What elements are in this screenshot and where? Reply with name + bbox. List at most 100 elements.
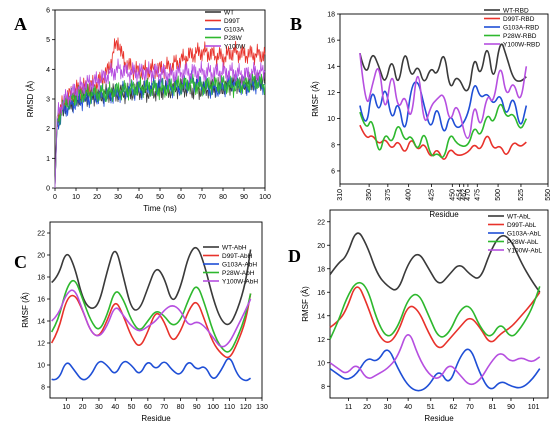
y-tick-label: 14: [37, 319, 45, 326]
y-tick-label: 18: [317, 266, 325, 273]
panel-letter: B: [290, 14, 302, 34]
y-tick-label: 2: [46, 126, 50, 133]
x-tick-label: 20: [79, 404, 87, 411]
axes-frame: [339, 13, 549, 185]
x-tick-label: 30: [95, 404, 103, 411]
series-line-wt-rbd: [359, 43, 527, 92]
series-line-d99t-rbd: [359, 124, 527, 160]
legend-label: WT-AbH: [222, 244, 247, 251]
legend-label: WT-AbL: [507, 213, 531, 220]
x-tick-label: 70: [466, 404, 474, 411]
x-tick-label: 60: [144, 404, 152, 411]
x-tick-label: 550: [545, 189, 550, 201]
legend-label: P28W-RBD: [503, 33, 537, 40]
series-line-wt-abh: [51, 246, 252, 326]
y-tick-label: 1: [46, 156, 50, 163]
panel-b: B 6 8 10 12 14 16 18 310 350 375 400 425 450 454462470…: [290, 7, 550, 219]
series-line-p28w-abh: [50, 279, 252, 353]
y-axis-title: RMSD (Å): [26, 80, 35, 117]
x-tick-label: 120: [240, 404, 252, 411]
y-tick-label: 22: [37, 231, 45, 238]
y-tick-label: 4: [46, 67, 50, 74]
y-tick-label: 20: [37, 253, 45, 260]
series-line-y100w: [54, 58, 266, 189]
legend-label: WT: [224, 9, 234, 16]
x-tick-label: 40: [111, 404, 119, 411]
series-line-g103a-abh: [51, 357, 252, 382]
x-tick-label: 60: [177, 194, 185, 201]
x-tick-label: 90: [193, 404, 201, 411]
series-line-d99t-abh: [50, 293, 252, 359]
x-tick-label: 525: [518, 189, 525, 201]
x-tick-label: 310: [337, 189, 344, 201]
legend-label: D99T-AbL: [507, 222, 537, 229]
y-tick-label: 10: [327, 116, 335, 123]
y-tick-label: 22: [317, 219, 325, 226]
x-tick-label: 454: [457, 189, 464, 201]
x-tick-label: 350: [366, 189, 373, 201]
y-axis-title: RMSF (Å): [301, 286, 310, 322]
x-tick-label: 81: [489, 404, 497, 411]
x-tick-label: 70: [198, 194, 206, 201]
x-tick-label: 51: [427, 404, 435, 411]
y-tick-label: 0: [46, 186, 50, 193]
x-tick-label: 90: [507, 404, 515, 411]
x-tick-label: 400: [406, 189, 413, 201]
y-axis-title: RMSF (Å): [21, 292, 30, 328]
x-tick-label: 11: [345, 404, 352, 411]
axes-frame: [329, 209, 549, 399]
y-tick-label: 6: [46, 8, 50, 15]
legend-label: WT-RBD: [503, 7, 529, 14]
x-tick-label: 425: [429, 189, 436, 201]
x-tick-label: 475: [474, 189, 481, 201]
x-tick-label: 462: [461, 189, 468, 201]
x-tick-label: 50: [128, 404, 136, 411]
y-tick-label: 16: [327, 38, 335, 45]
series-line-wt-abl: [329, 232, 541, 293]
y-tick-label: 12: [317, 337, 325, 344]
x-tick-label: 62: [449, 404, 457, 411]
x-tick-label: 101: [528, 404, 540, 411]
y-tick-label: 12: [37, 341, 45, 348]
y-tick-label: 8: [331, 142, 335, 149]
x-axis-title: Residue: [141, 414, 171, 423]
x-tick-label: 80: [177, 404, 185, 411]
x-tick-label: 20: [93, 194, 101, 201]
x-tick-label: 20: [363, 404, 371, 411]
legend-label: Y100W: [224, 43, 246, 50]
y-tick-label: 14: [317, 313, 325, 320]
x-tick-label: 40: [135, 194, 143, 201]
axes-frame: [49, 221, 263, 399]
panel-letter: A: [14, 14, 27, 34]
series-line-y100w-abl: [329, 334, 541, 386]
x-tick-label: 30: [384, 404, 392, 411]
x-tick-label: 100: [207, 404, 219, 411]
y-tick-label: 8: [41, 385, 45, 392]
legend-label: P28W-AbL: [507, 239, 539, 246]
legend-label: D99T: [224, 18, 240, 25]
series-line-p28w-rbd: [359, 103, 528, 159]
x-tick-label: 0: [53, 194, 57, 201]
series-line-d99t: [54, 37, 266, 189]
x-tick-label: 10: [72, 194, 80, 201]
panel-d: D 8 10 12 14 16 18 20 22 11 20 30 40 51 62 70 81 90 101 Res…: [288, 209, 549, 423]
x-axis-title: Residue: [424, 414, 454, 423]
series-line-g103a-rbd: [359, 81, 528, 132]
panel-c: C 8 10 12 14 16 18 20 22 10 20 30 40 50 60 70 80 90 100 110…: [14, 221, 268, 423]
y-tick-label: 10: [317, 360, 325, 367]
series-line-p28w: [54, 70, 266, 189]
legend-label: G103A-AbH: [222, 261, 257, 268]
x-tick-label: 470: [465, 189, 472, 201]
x-tick-label: 10: [62, 404, 70, 411]
legend-label: Y100W-AbL: [507, 247, 542, 254]
x-axis-title: Time (ns): [143, 204, 177, 213]
legend-label: G103A-RBD: [503, 24, 539, 31]
series-line-d99t-abl: [329, 286, 541, 349]
y-tick-label: 10: [37, 363, 45, 370]
x-tick-label: 375: [385, 189, 392, 201]
panel-letter: D: [288, 246, 301, 266]
y-tick-label: 20: [317, 243, 325, 250]
series-line-y100w-rbd: [359, 53, 528, 140]
x-tick-label: 100: [259, 194, 271, 201]
